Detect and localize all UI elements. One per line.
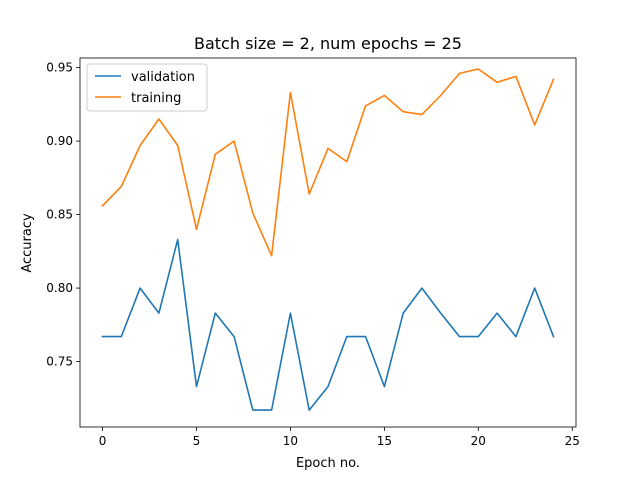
x-axis-label: Epoch no. — [296, 456, 360, 471]
y-tick-label: 0.90 — [46, 134, 73, 148]
x-tick-label: 5 — [193, 434, 201, 448]
x-tick-label: 20 — [471, 434, 486, 448]
x-tick-label: 10 — [283, 434, 298, 448]
legend-label-validation: validation — [131, 70, 195, 85]
x-tick-label: 25 — [565, 434, 580, 448]
series-layer — [101, 68, 555, 411]
y-tick-label: 0.75 — [46, 355, 73, 369]
legend: validation training — [86, 63, 208, 112]
legend-label-training: training — [131, 91, 181, 106]
plot-frame — [79, 57, 577, 428]
series-line-training — [101, 68, 555, 257]
y-tick-label: 0.95 — [46, 61, 73, 75]
chart-title: Batch size = 2, num epochs = 25 — [194, 34, 462, 53]
y-tick-label: 0.85 — [46, 208, 73, 222]
axes-layer: 0 5 10 15 20 25 0.75 0.80 0.85 0.90 0.95 — [46, 57, 580, 448]
y-tick-label: 0.80 — [46, 281, 73, 295]
y-axis-label: Accuracy — [20, 213, 35, 273]
x-tick-label: 0 — [99, 434, 107, 448]
series-line-validation — [101, 238, 555, 411]
x-tick-label: 15 — [377, 434, 392, 448]
